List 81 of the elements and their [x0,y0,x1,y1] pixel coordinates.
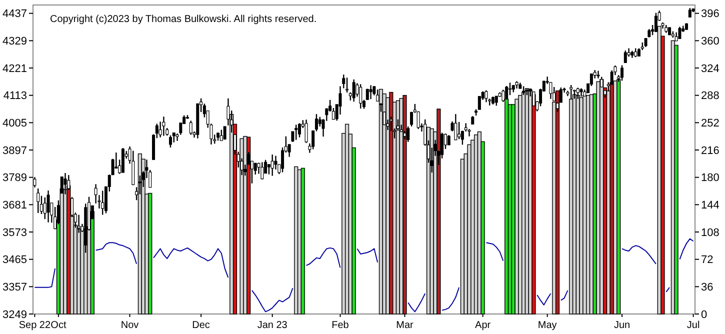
candlestick [346,77,349,94]
candlestick [294,124,298,140]
candlestick [688,7,692,18]
candlestick [494,96,498,106]
candlestick [596,70,600,79]
y2-tick-label: 36 [701,282,714,294]
x-tick-label: May [538,320,557,331]
bar [148,192,152,314]
bar [246,136,251,314]
y2-tick-label: 108 [701,226,720,239]
y-tick-label: 4221 [2,62,27,75]
bar [555,90,560,314]
candlestick [189,120,192,136]
x-tick-label: Sep 22 [18,320,51,331]
y-tick-label: 4113 [3,90,27,102]
y2-tick-label: 252 [701,118,720,130]
bar [436,108,441,314]
x-tick-label: Mar [396,320,414,331]
candlestick [33,176,36,188]
candlestick [121,147,124,174]
bar [402,94,407,314]
candlestick [318,116,322,128]
x-tick-label: Dec [192,320,210,331]
x-tick-label: Apr [475,320,492,331]
y2-tick-label: 180 [701,172,720,184]
x-tick-label: Feb [332,320,350,331]
x-tick-label: Jul [686,320,700,331]
candlestick [359,84,362,110]
candlestick [484,90,488,103]
y-tick-label: 3573 [2,226,27,239]
candlestick [454,113,458,141]
candlestick [322,118,325,138]
candlestick [508,82,512,96]
y-tick-label: 3789 [2,172,27,184]
y2-tick-label: 72 [701,254,714,266]
candlestick [274,155,278,170]
x-tick-label: Jun [614,320,630,331]
candlestick [172,132,176,144]
annotation: Copyright (c)2023 by Thomas Bulkowski. All rights reserved. [50,14,317,25]
y2-tick-label: 288 [701,90,720,102]
candlestick [270,154,274,176]
candlestick [298,122,301,138]
candlestick [168,134,172,148]
candlestick [220,129,223,142]
candlestick [223,126,226,140]
candlestick [352,78,356,102]
candlestick [260,162,264,180]
x-tick-label: Jan 23 [257,320,288,331]
y-tick-label: 3681 [2,200,27,212]
candlestick [338,86,342,116]
y-tick-label: 3357 [2,282,27,294]
candlestick [36,188,40,214]
y2-tick-label: 0 [701,308,708,321]
candlestick [369,84,372,100]
candlestick [342,74,346,89]
y2-tick-label: 324 [701,62,720,75]
bar [674,44,678,314]
candlestick [678,26,682,40]
y-tick-label: 4005 [2,118,27,130]
x-tick-label: Oct [50,320,66,331]
y2-tick-label: 144 [701,200,720,212]
bar [300,168,305,314]
y-tick-label: 3897 [2,144,27,157]
x-tick-label: Nov [120,320,139,331]
candlestick [304,119,308,144]
candlestick [458,121,461,140]
candlestick [162,116,166,136]
y2-tick-label: 360 [701,36,720,48]
y2-tick-label: 216 [701,144,720,157]
y2-tick-label: 396 [701,8,720,20]
y-tick-label: 3465 [2,254,27,266]
y-tick-label: 3249 [2,308,27,321]
candlestick [267,164,270,175]
candlestick [624,50,627,64]
candlestick [46,190,50,223]
candlestick [94,184,98,204]
y-tick-label: 4329 [2,36,27,48]
y-tick-label: 4437 [2,8,27,20]
candlestick [447,134,450,146]
candlestick [132,150,135,186]
candlestick [101,190,104,216]
